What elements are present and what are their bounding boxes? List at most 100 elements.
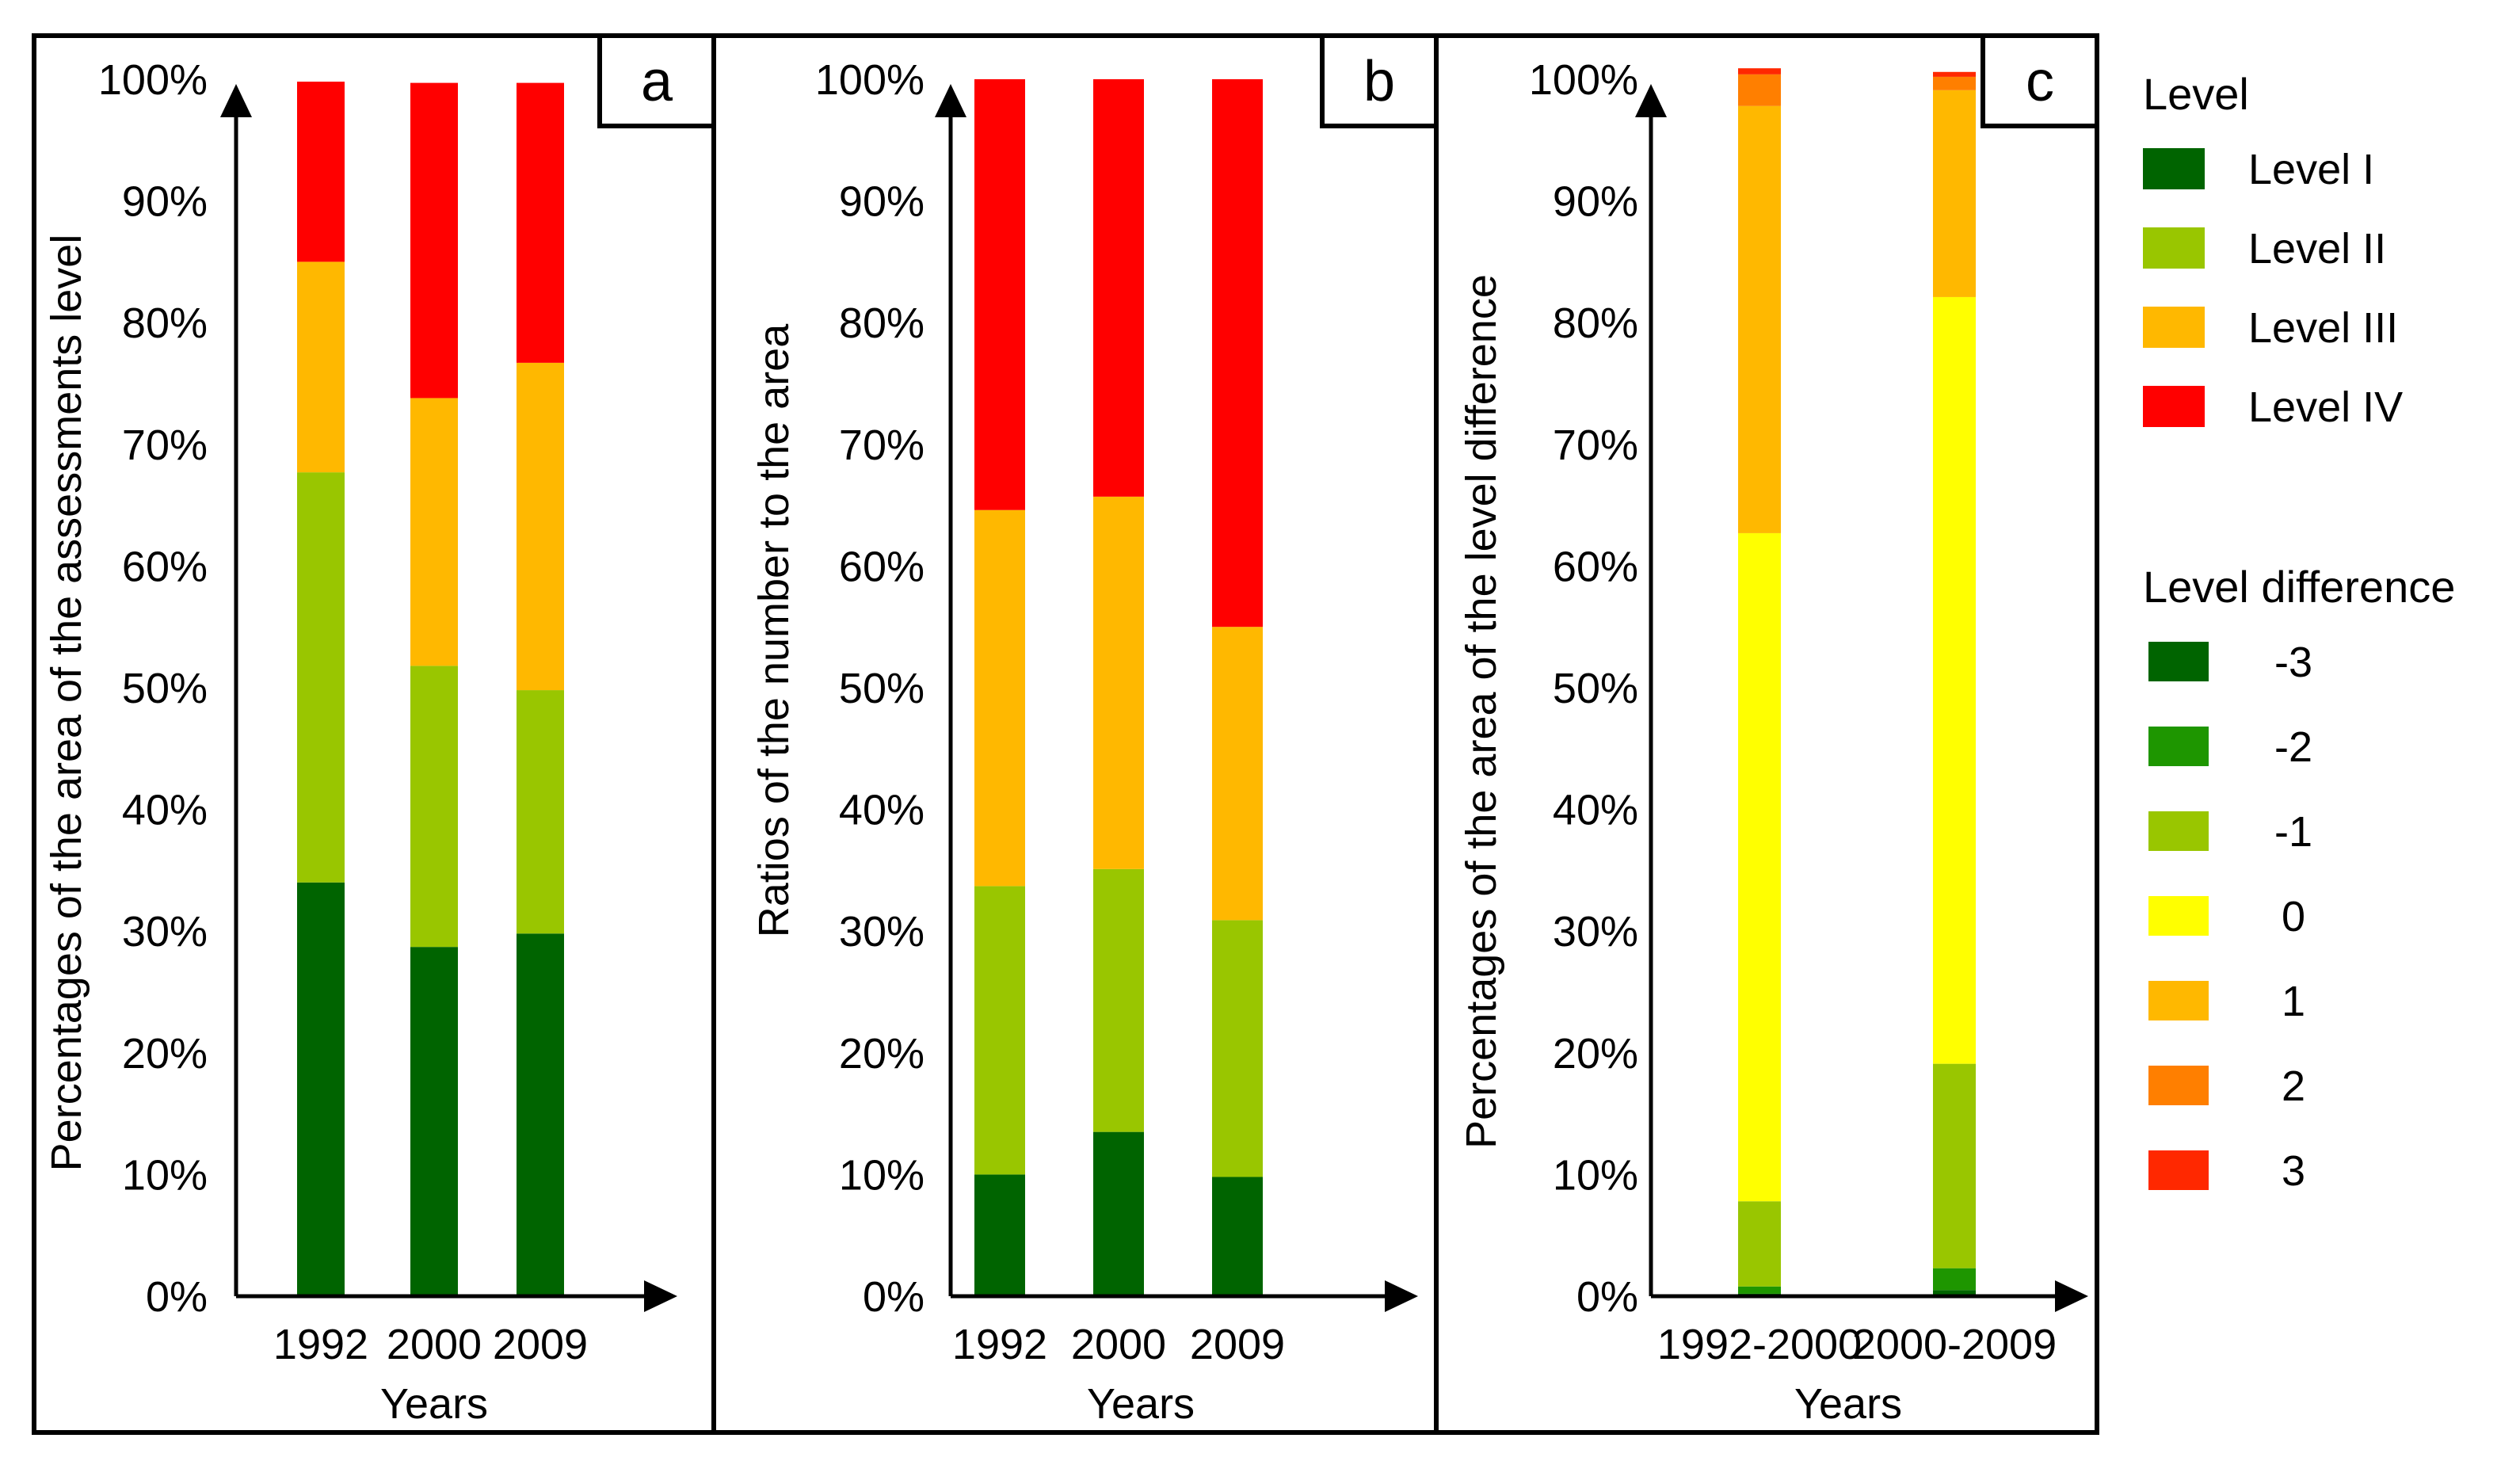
panel-b-y-tick-label: 0% xyxy=(863,1273,925,1321)
panel-b-category-label: 2000 xyxy=(1071,1321,1166,1368)
panel-c-y-tick-label: 20% xyxy=(1553,1030,1638,1078)
legend-difference-label: -2 xyxy=(2274,723,2312,771)
panel-b-y-tick-label: 10% xyxy=(839,1151,925,1199)
panel-b-bar-1992-series-0 xyxy=(974,1174,1025,1296)
panel-a-y-tick-label: 100% xyxy=(98,56,208,104)
panel-a-label: a xyxy=(641,50,673,113)
panel-c-bar-2000-2009-series-1 xyxy=(1933,1268,1976,1291)
panel-b-y-tick-label: 80% xyxy=(839,299,925,347)
panel-b-bar-2000-series-1 xyxy=(1093,868,1144,1132)
panel-a-category-label: 2009 xyxy=(493,1321,588,1368)
panel-c-category-label: 1992-2000 xyxy=(1657,1321,1862,1368)
panel-a-y-tick-label: 40% xyxy=(122,787,208,834)
panel-b-category-label: 1992 xyxy=(952,1321,1047,1368)
panel-c-y-tick-label: 70% xyxy=(1553,422,1638,469)
panel-a-x-axis-arrow xyxy=(644,1280,677,1312)
panel-b-label-box xyxy=(1320,33,1439,128)
panel-a-y-tick-label: 60% xyxy=(122,543,208,590)
panel-b-bar-2000-series-2 xyxy=(1093,496,1144,869)
panel-c-y-tick-label: 90% xyxy=(1553,178,1638,226)
panel-c-bar-2000-2009-series-2 xyxy=(1933,1063,1976,1268)
panel-b-bar-1992-series-3 xyxy=(974,79,1025,510)
legend-level-swatch xyxy=(2143,386,2205,427)
panel-c-x-axis-title: Years xyxy=(1794,1380,1902,1428)
panel-c-y-tick-label: 40% xyxy=(1553,787,1638,834)
panel-c-bar-1992-2000-series-1 xyxy=(1738,1286,1781,1294)
panel-a-bar-1992-series-2 xyxy=(297,261,345,473)
panel-a-y-tick-label: 70% xyxy=(122,422,208,469)
panel-a-bar-2000-series-0 xyxy=(410,947,458,1296)
legend-level-label: Level III xyxy=(2248,304,2398,352)
panel-a-y-tick-label: 80% xyxy=(122,299,208,347)
panel-a-y-axis-title: Percentages of the area of the assessmen… xyxy=(43,235,90,1172)
panel-a-y-tick-label: 0% xyxy=(146,1273,208,1321)
legend-level-label: Level I xyxy=(2248,146,2374,193)
panel-c-bar-2000-2009-series-5 xyxy=(1933,76,1976,90)
panel-c-bar-2000-2009-series-6 xyxy=(1933,71,1976,77)
panel-a-bar-2000-series-2 xyxy=(410,398,458,666)
legend-level-label: Level IV xyxy=(2248,383,2403,431)
panel-b-x-axis-arrow xyxy=(1385,1280,1418,1312)
legend-level-swatch xyxy=(2143,307,2205,348)
panel-a-frame xyxy=(32,33,716,1435)
panel-c-bar-1992-2000-series-6 xyxy=(1738,68,1781,74)
legend-difference-swatch xyxy=(2148,1066,2209,1105)
panel-c-y-tick-label: 50% xyxy=(1553,665,1638,712)
panel-b-bar-2000-series-0 xyxy=(1093,1131,1144,1296)
legend-difference-label: -1 xyxy=(2274,808,2312,856)
legend-difference-swatch xyxy=(2148,642,2209,681)
panel-a-bar-2009-series-1 xyxy=(517,690,564,934)
panel-c-x-axis-arrow xyxy=(2055,1280,2088,1312)
panel-a-y-tick-label: 10% xyxy=(122,1151,208,1199)
panel-a-bar-2009-series-2 xyxy=(517,362,564,691)
legend-difference-title: Level difference xyxy=(2143,562,2455,612)
panel-a-bar-2009-series-3 xyxy=(517,82,564,363)
panel-c-y-tick-label: 60% xyxy=(1553,543,1638,590)
panel-c-bar-2000-2009-series-0 xyxy=(1933,1290,1976,1296)
panel-a-bar-1992-series-0 xyxy=(297,882,345,1296)
legend-difference-label: 0 xyxy=(2282,893,2305,940)
panel-c-bar-1992-2000-series-3 xyxy=(1738,532,1781,1202)
panel-b-y-tick-label: 70% xyxy=(839,422,925,469)
legend-difference-swatch xyxy=(2148,1150,2209,1190)
legend-level-swatch xyxy=(2143,227,2205,269)
panel-b-y-tick-label: 60% xyxy=(839,543,925,590)
legend-level-swatch xyxy=(2143,148,2205,189)
legend: Level Level I Level II Level III Level IV L… xyxy=(2143,69,2455,1195)
panel-b-x-axis-title: Years xyxy=(1087,1380,1195,1428)
panel-c-bar-1992-2000-series-5 xyxy=(1738,74,1781,106)
panel-b-bar-1992-series-2 xyxy=(974,509,1025,887)
panel-a-x-axis-title: Years xyxy=(380,1380,488,1428)
legend-difference-label: 1 xyxy=(2282,978,2305,1025)
panel-b-y-tick-label: 100% xyxy=(815,56,925,104)
panel-b-label: b xyxy=(1363,50,1395,113)
panel-b-bar-2009-series-1 xyxy=(1212,920,1263,1177)
panel-c-y-axis-title: Percentages of the area of the level dif… xyxy=(1458,274,1505,1149)
panel-b-y-tick-label: 50% xyxy=(839,665,925,712)
panel-b-y-tick-label: 30% xyxy=(839,908,925,956)
panel-b-y-tick-label: 40% xyxy=(839,787,925,834)
panel-a-bar-2009-series-0 xyxy=(517,933,564,1296)
panel-b-y-tick-label: 20% xyxy=(839,1030,925,1078)
panel-a-y-tick-label: 50% xyxy=(122,665,208,712)
panel-c-y-tick-label: 10% xyxy=(1553,1151,1638,1199)
panel-a-label-box xyxy=(597,33,716,128)
panel-a-y-axis-arrow xyxy=(220,84,252,117)
panel-c-y-axis-arrow xyxy=(1635,84,1667,117)
legend-level-title: Level xyxy=(2143,69,2249,119)
panel-c-category-label: 2000-2009 xyxy=(1852,1321,2057,1368)
panel-b-y-axis-arrow xyxy=(935,84,966,117)
panel-c-label-box xyxy=(1981,33,2099,128)
panel-b-y-axis-title: Ratios of the number to the area xyxy=(750,323,798,937)
legend-difference-swatch xyxy=(2148,981,2209,1020)
panel-c-frame xyxy=(1434,33,2099,1435)
legend-difference-label: 3 xyxy=(2282,1147,2305,1195)
panel-c-y-tick-label: 0% xyxy=(1576,1273,1638,1321)
panel-a-category-label: 1992 xyxy=(273,1321,368,1368)
panel-b-bar-2009-series-3 xyxy=(1212,79,1263,628)
panel-b-frame xyxy=(711,33,1439,1435)
panel-a-chart: 0% 10% 20% 30% 40% 50% 60% 70% 80% 90% 100% 1992 200… xyxy=(43,56,677,1428)
panel-b-bar-2009-series-0 xyxy=(1212,1177,1263,1296)
legend-difference-label: 2 xyxy=(2282,1062,2305,1110)
